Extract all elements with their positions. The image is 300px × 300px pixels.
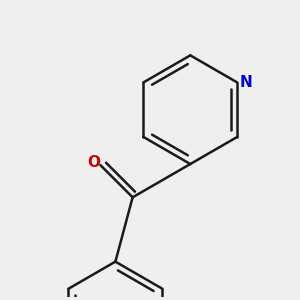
Text: N: N	[240, 75, 253, 90]
Text: O: O	[88, 155, 100, 170]
